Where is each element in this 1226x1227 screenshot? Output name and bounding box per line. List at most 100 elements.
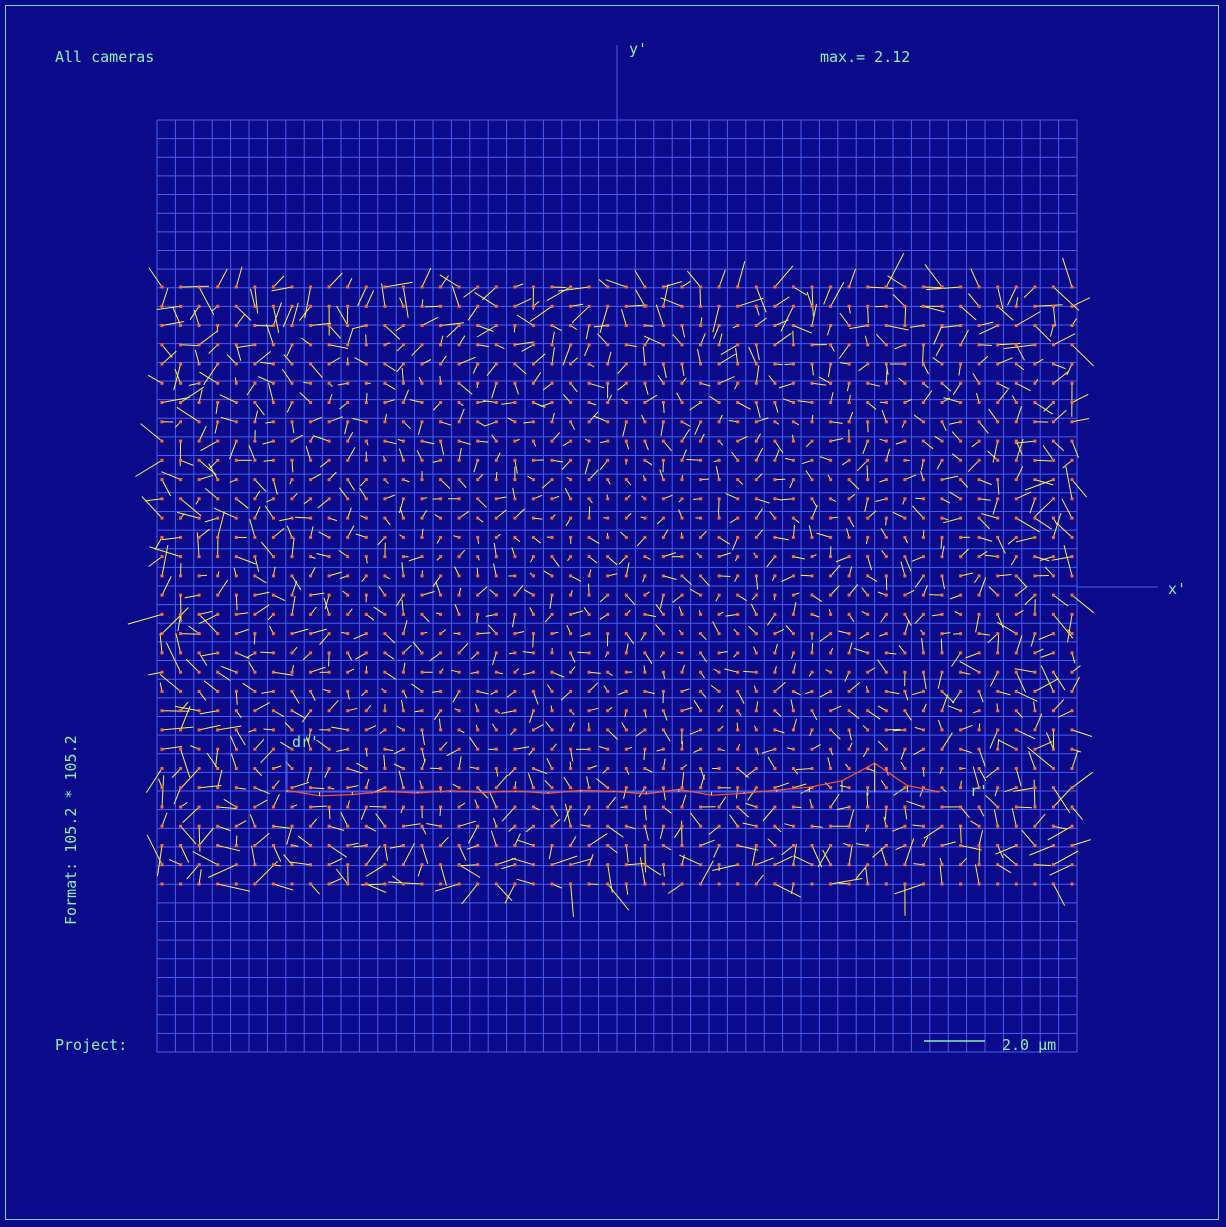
measurement-point bbox=[791, 689, 795, 693]
residual-vector bbox=[866, 465, 869, 480]
residual-vector bbox=[755, 402, 761, 418]
residual-vector bbox=[235, 729, 246, 746]
residual-vector bbox=[416, 450, 423, 461]
measurement-point bbox=[1051, 420, 1055, 424]
residual-vector bbox=[1071, 652, 1076, 664]
residual-vector bbox=[254, 604, 270, 615]
residual-vector bbox=[336, 748, 348, 752]
residual-vector bbox=[477, 690, 489, 695]
residual-vector bbox=[1016, 690, 1038, 702]
measurement-point bbox=[810, 844, 814, 847]
residual-vector bbox=[402, 843, 415, 865]
measurement-point bbox=[921, 805, 925, 809]
measurement-point bbox=[754, 767, 758, 770]
residual-vector bbox=[523, 671, 534, 676]
residual-vector bbox=[1052, 671, 1066, 691]
residual-vector bbox=[236, 628, 249, 635]
residual-vector bbox=[328, 272, 343, 288]
residual-vector bbox=[344, 421, 349, 435]
measurement-point bbox=[531, 324, 535, 327]
measurement-point bbox=[234, 844, 238, 847]
measurement-point bbox=[996, 593, 1000, 597]
measurement-point bbox=[680, 381, 684, 385]
residual-vector bbox=[180, 749, 191, 778]
residual-vector bbox=[835, 882, 850, 885]
measurement-point bbox=[494, 670, 498, 674]
residual-vector bbox=[294, 516, 311, 519]
measurement-point bbox=[420, 689, 424, 693]
residual-vector bbox=[347, 507, 352, 519]
measurement-point bbox=[271, 747, 275, 751]
measurement-point bbox=[197, 574, 201, 578]
measurement-point bbox=[1070, 304, 1074, 308]
residual-vector bbox=[360, 806, 367, 820]
measurement-point bbox=[940, 767, 944, 770]
measurement-point bbox=[346, 555, 350, 559]
measurement-point bbox=[903, 439, 907, 443]
measurement-point bbox=[420, 651, 424, 655]
residual-vector bbox=[979, 633, 991, 636]
measurement-point bbox=[364, 285, 368, 289]
residual-vector bbox=[384, 652, 395, 660]
residual-vector bbox=[774, 402, 779, 413]
measurement-point bbox=[346, 824, 350, 828]
residual-vector bbox=[780, 306, 794, 332]
measurement-point bbox=[791, 555, 795, 559]
measurement-point bbox=[439, 343, 443, 347]
measurement-point bbox=[290, 343, 294, 347]
residual-vector bbox=[189, 306, 200, 320]
residual-vector bbox=[793, 855, 813, 866]
residual-vector bbox=[792, 524, 795, 538]
residual-vector bbox=[1051, 556, 1073, 561]
measurement-point bbox=[364, 478, 368, 482]
measurement-point bbox=[197, 401, 201, 404]
residual-vector bbox=[161, 471, 181, 481]
residual-vector bbox=[335, 868, 349, 885]
measurement-point bbox=[234, 420, 238, 424]
residual-vector bbox=[291, 421, 295, 434]
residual-vector bbox=[248, 661, 256, 673]
measurement-point bbox=[996, 420, 1000, 424]
measurement-point bbox=[791, 304, 795, 308]
measurement-point bbox=[791, 362, 795, 366]
measurement-point bbox=[736, 709, 740, 713]
measurement-point bbox=[661, 574, 665, 578]
measurement-point bbox=[643, 555, 647, 559]
measurement-point bbox=[736, 304, 740, 308]
residual-vector bbox=[1011, 807, 1017, 827]
measurement-point bbox=[847, 824, 851, 828]
measurement-point bbox=[513, 670, 517, 674]
measurement-point bbox=[736, 728, 740, 732]
residual-vector bbox=[161, 396, 190, 403]
measurement-point bbox=[234, 497, 238, 501]
residual-vector bbox=[254, 402, 265, 416]
measurement-point bbox=[494, 805, 498, 809]
residual-vector bbox=[355, 533, 367, 538]
residual-vector bbox=[291, 580, 298, 596]
residual-vector bbox=[504, 883, 516, 904]
measurement-point bbox=[1014, 555, 1018, 559]
measurement-point bbox=[1014, 381, 1018, 385]
measurement-point bbox=[940, 285, 944, 289]
measurement-point bbox=[364, 401, 368, 404]
residual-vector bbox=[1034, 678, 1059, 692]
measurement-point bbox=[866, 343, 870, 347]
residual-vector bbox=[979, 498, 991, 501]
measurement-point bbox=[383, 767, 387, 770]
measurement-point bbox=[160, 689, 164, 693]
residual-vector bbox=[774, 332, 792, 346]
measurement-point bbox=[531, 381, 535, 385]
measurement-point bbox=[327, 381, 331, 385]
measurement-point bbox=[866, 285, 870, 289]
residual-vector bbox=[660, 421, 664, 436]
measurement-point bbox=[754, 420, 758, 424]
residual-vector bbox=[659, 469, 664, 480]
measurement-point bbox=[327, 747, 331, 751]
measurement-point bbox=[439, 670, 443, 674]
measurement-point bbox=[847, 863, 851, 867]
measurement-point bbox=[847, 343, 851, 347]
measurement-point bbox=[940, 651, 944, 655]
measurement-point bbox=[624, 728, 628, 732]
residual-vector bbox=[1034, 498, 1054, 517]
measurement-point bbox=[624, 304, 628, 308]
